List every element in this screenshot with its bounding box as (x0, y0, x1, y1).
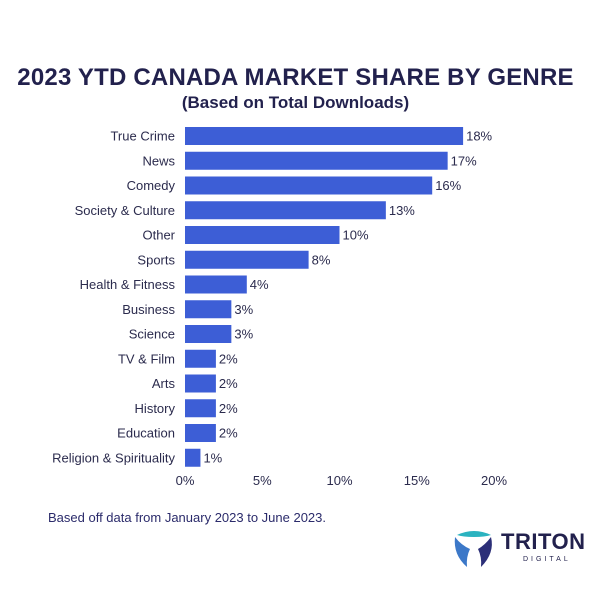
bar-health-fitness (185, 275, 247, 294)
x-tick-label: 10% (326, 473, 352, 488)
value-label-news: 17% (451, 153, 477, 168)
category-label-health-fitness: Health & Fitness (80, 277, 176, 292)
chart-title: 2023 YTD CANADA MARKET SHARE BY GENRE (17, 64, 574, 91)
bar-other (185, 226, 340, 244)
value-label-tv-film: 2% (219, 351, 238, 366)
value-label-history: 2% (219, 401, 238, 416)
value-label-business: 3% (234, 302, 253, 317)
value-label-health-fitness: 4% (250, 277, 269, 292)
category-label-other: Other (142, 228, 175, 243)
bar-arts (185, 374, 216, 393)
value-label-science: 3% (234, 327, 253, 342)
category-label-sports: Sports (137, 252, 175, 267)
x-tick-label: 15% (404, 473, 430, 488)
bar-sports (185, 250, 309, 269)
bar-true-crime (185, 127, 464, 145)
category-label-society-culture: Society & Culture (75, 203, 175, 218)
bar-education (185, 424, 216, 442)
logo-subtext: DIGITAL (523, 556, 571, 563)
value-label-religion-spirituality: 1% (203, 450, 222, 465)
bar-news (185, 151, 448, 170)
x-tick-label: 0% (176, 473, 195, 488)
category-label-news: News (142, 153, 175, 168)
bar-tv-film (185, 349, 216, 368)
value-label-true-crime: 18% (466, 129, 492, 144)
bar-religion-spirituality (185, 448, 201, 467)
category-label-arts: Arts (152, 376, 176, 391)
bar-history (185, 399, 216, 418)
category-label-true-crime: True Crime (110, 129, 175, 144)
category-label-tv-film: TV & Film (118, 351, 175, 366)
logo-wordmark: TRITON (501, 529, 586, 554)
x-tick-label: 5% (253, 473, 272, 488)
value-label-arts: 2% (219, 376, 238, 391)
category-label-comedy: Comedy (127, 178, 176, 193)
category-label-history: History (135, 401, 176, 416)
footnote: Based off data from January 2023 to June… (48, 510, 327, 525)
value-label-sports: 8% (312, 252, 331, 267)
triton-logo-icon (454, 531, 492, 567)
value-label-society-culture: 13% (389, 203, 415, 218)
bar-science (185, 325, 232, 343)
bar-society-culture (185, 201, 386, 220)
chart-subtitle: (Based on Total Downloads) (181, 93, 410, 112)
value-label-education: 2% (219, 426, 238, 441)
category-label-business: Business (122, 302, 175, 317)
bar-comedy (185, 176, 433, 195)
category-label-education: Education (117, 426, 175, 441)
x-tick-label: 20% (481, 473, 507, 488)
category-label-religion-spirituality: Religion & Spirituality (52, 450, 175, 465)
value-label-other: 10% (343, 228, 369, 243)
triton-logo: TRITON DIGITAL (451, 525, 585, 575)
bar-business (185, 300, 232, 319)
value-label-comedy: 16% (435, 178, 461, 193)
category-label-science: Science (129, 327, 175, 342)
